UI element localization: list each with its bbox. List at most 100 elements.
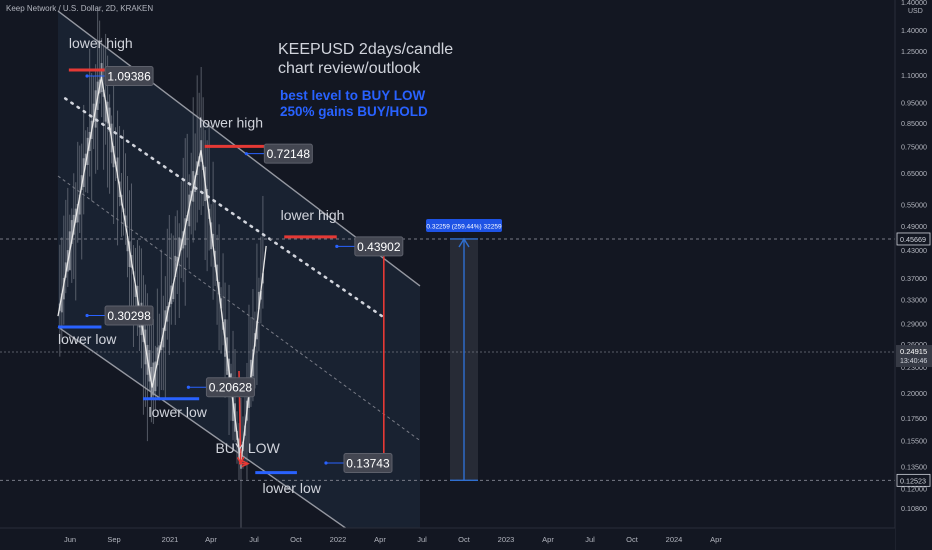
candle-body xyxy=(178,237,181,257)
callout-label: 0.30298 xyxy=(107,309,151,323)
time-axis-ticks: Jun Sep 2021 Apr Jul Oct 2022 Apr Jul Oct 2023 Apr J… xyxy=(64,535,722,544)
x-tick-label: Jul xyxy=(585,535,595,544)
price-mark-value: 0.12523 xyxy=(900,476,926,485)
y-tick-label: 0.23000 xyxy=(901,363,927,372)
price-axis[interactable] xyxy=(895,0,932,550)
candle-body xyxy=(76,203,79,223)
candle-body xyxy=(70,220,73,244)
chart-title-line-2: chart review/outlook xyxy=(278,60,421,77)
candle-body xyxy=(112,145,115,168)
y-tick-label: 0.37000 xyxy=(901,274,927,283)
candle-body xyxy=(160,341,163,351)
x-tick-label: Apr xyxy=(205,535,217,544)
callout-box xyxy=(263,143,313,164)
y-tick-label: 0.20000 xyxy=(901,389,927,398)
x-tick-label: Apr xyxy=(710,535,722,544)
swing-label: lower high xyxy=(199,115,263,131)
candle-body xyxy=(78,194,81,215)
measure-tool: 0.32259 (259.44%) 32259 xyxy=(426,218,502,482)
channel-mid-line xyxy=(57,175,421,441)
y-top-label: 1.40000 xyxy=(901,0,927,7)
chart-subtitle: best level to BUY LOW xyxy=(280,88,426,103)
callout-box xyxy=(354,236,404,257)
candle-body xyxy=(232,395,235,421)
y-tick-label: 0.17500 xyxy=(901,414,927,423)
candle-body xyxy=(62,277,65,300)
y-tick-label: 0.95000 xyxy=(901,98,927,107)
dotted-resistance-line xyxy=(63,97,386,319)
callout-dot xyxy=(85,313,89,318)
y-tick-label: 0.13500 xyxy=(901,462,927,471)
swing-label: lower low xyxy=(149,404,208,420)
candle-body xyxy=(148,350,151,382)
candle-body xyxy=(176,256,179,266)
price-mark-tag xyxy=(896,232,931,246)
candle-body xyxy=(158,345,161,353)
level-marks xyxy=(58,68,337,475)
candle-body xyxy=(116,157,119,179)
callout-box xyxy=(104,66,154,87)
channel-lower-line xyxy=(57,326,352,533)
y-tick-label: 0.26000 xyxy=(901,340,927,349)
x-tick-label: Oct xyxy=(290,535,303,544)
candle-body xyxy=(108,107,111,132)
x-tick-label: Jul xyxy=(249,535,259,544)
callout-dot xyxy=(324,461,328,465)
candle-body xyxy=(134,284,137,297)
y-tick-label: 0.49000 xyxy=(901,222,927,231)
callout-dot xyxy=(335,244,339,248)
candle-body xyxy=(257,291,260,310)
y-unit-label: USD xyxy=(908,8,923,15)
candle-body xyxy=(184,218,187,246)
price-callouts: 1.09386 0.72148 0.43902 0.30298 0.20628 0.137… xyxy=(85,66,404,474)
swing-label: BUY LOW xyxy=(215,440,280,456)
y-tick-label: 0.43000 xyxy=(901,246,927,255)
swing-label: lower high xyxy=(69,35,133,51)
callout-label: 0.72148 xyxy=(267,147,311,161)
candle-body xyxy=(249,359,252,382)
time-axis[interactable] xyxy=(0,528,895,550)
callout-dot xyxy=(85,74,89,78)
price-mark-value: 0.45669 xyxy=(900,235,926,244)
y-tick-label: 0.55000 xyxy=(901,200,927,209)
candle-body xyxy=(104,100,107,122)
callout-box xyxy=(205,377,255,398)
current-price-value: 0.24915 xyxy=(900,347,927,356)
y-tick-label: 0.65000 xyxy=(901,169,927,178)
callout-label: 1.09386 xyxy=(107,70,151,84)
x-tick-label: Oct xyxy=(458,535,471,544)
swing-line xyxy=(57,76,267,464)
symbol-header[interactable]: Keep Network / U.S. Dollar, 2D, KRAKEN xyxy=(6,4,153,13)
candle-body xyxy=(182,231,185,249)
x-tick-label: 2023 xyxy=(498,535,515,544)
callout-label: 0.20628 xyxy=(209,381,253,395)
x-tick-label: Apr xyxy=(374,535,386,544)
price-axis-marks: 0.45669 0.24915 13:40:46 0.12523 xyxy=(896,232,932,487)
callout-dot xyxy=(186,385,191,389)
callout-dot xyxy=(244,152,248,156)
y-tick-label: 0.85000 xyxy=(901,119,927,128)
swing-label: lower high xyxy=(281,207,345,223)
candle-body xyxy=(60,293,63,313)
current-price-countdown: 13:40:46 xyxy=(900,358,927,365)
callout-box xyxy=(343,453,393,474)
current-price-tag xyxy=(896,345,932,368)
swing-label: lower low xyxy=(263,480,322,496)
callout-label: 0.43902 xyxy=(357,240,401,254)
measure-arrowhead xyxy=(458,237,470,248)
candle-body xyxy=(156,347,159,366)
candle-body xyxy=(174,255,177,277)
chart-subtitle-line-2: 250% gains BUY/HOLD xyxy=(280,104,428,119)
x-tick-label: Apr xyxy=(542,535,554,544)
candle-body xyxy=(194,175,197,193)
measure-label: 0.32259 (259.44%) 32259 xyxy=(426,223,502,230)
price-mark-tag xyxy=(896,473,931,487)
candle-body xyxy=(210,222,213,250)
candle-body xyxy=(72,214,75,235)
callout-box xyxy=(104,305,154,326)
callout-label: 0.13743 xyxy=(346,457,390,471)
candle-body xyxy=(172,283,175,300)
candle-body xyxy=(126,236,129,252)
candle-body xyxy=(92,103,95,123)
